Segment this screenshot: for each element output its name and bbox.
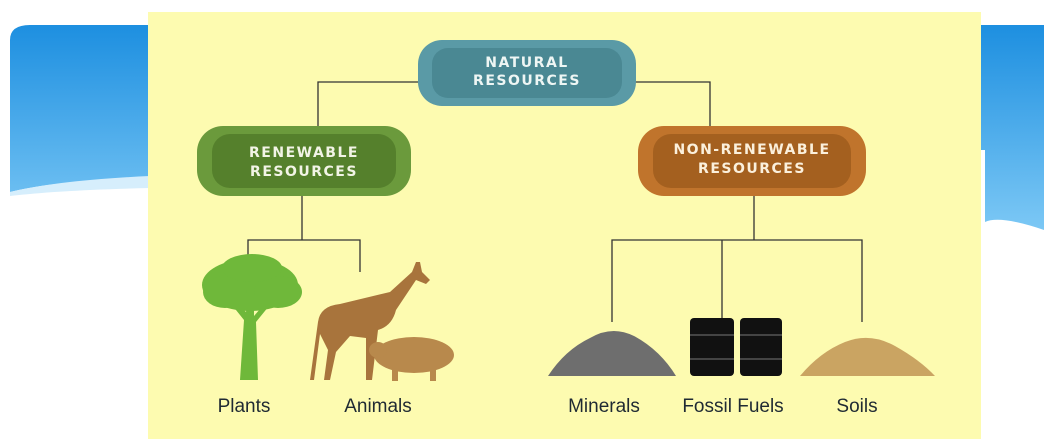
leaf-label: Plants [218, 396, 271, 417]
node-label: RESOURCES [473, 73, 581, 89]
page: {"nodes": [ {"lines": ["NATURAL", "RESOU… [0, 0, 1044, 439]
node-non-renewable: NON-RENEWABLE RESOURCES [638, 126, 866, 196]
leaf-label: Fossil Fuels [682, 396, 783, 417]
node-renewable: RENEWABLE RESOURCES [197, 126, 411, 196]
leaf-label: Minerals [568, 396, 640, 417]
leaf-label: Animals [344, 396, 412, 417]
node-label: RESOURCES [698, 161, 806, 177]
node-natural: NATURAL RESOURCES [418, 40, 636, 106]
node-label: RESOURCES [250, 164, 358, 180]
slide: NATURAL RESOURCES RENEWABLE RESOURCES NO… [0, 0, 1044, 439]
node-label: RENEWABLE [249, 145, 359, 161]
node-label: NATURAL [485, 55, 568, 71]
node-label: NON-RENEWABLE [673, 142, 830, 158]
leaf-label: Soils [836, 396, 877, 417]
